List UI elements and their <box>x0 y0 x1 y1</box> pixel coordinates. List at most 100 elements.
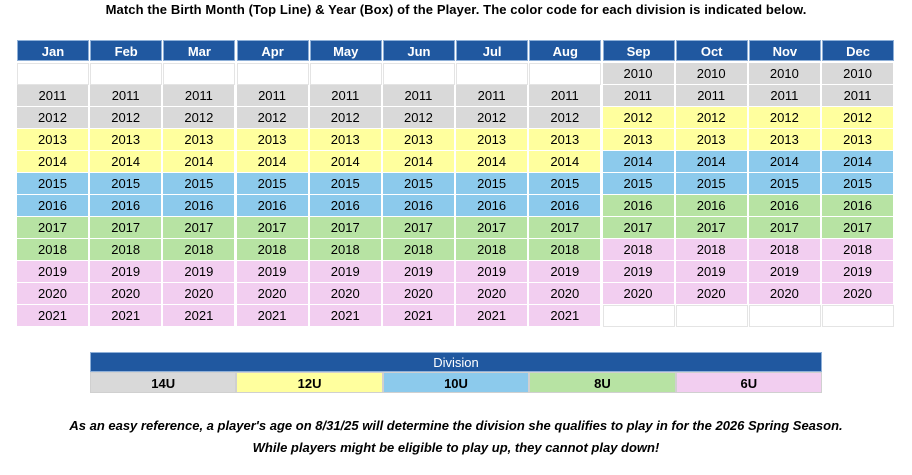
month-header-sep: Sep <box>602 40 675 61</box>
year-cell: 2015 <box>456 173 529 195</box>
empty-cell <box>822 305 895 327</box>
year-cell: 2013 <box>748 129 821 151</box>
division-12u: 12U <box>236 372 383 393</box>
year-cell: 2011 <box>90 85 163 107</box>
year-cell: 2019 <box>90 261 163 283</box>
year-cell: 2011 <box>456 85 529 107</box>
year-cell: 2014 <box>529 151 602 173</box>
year-cell: 2013 <box>90 129 163 151</box>
year-cell: 2014 <box>90 151 163 173</box>
year-cell: 2012 <box>602 107 675 129</box>
year-cell: 2021 <box>90 305 163 327</box>
year-cell: 2010 <box>675 63 748 85</box>
year-cell: 2010 <box>822 63 895 85</box>
year-cell: 2020 <box>382 283 455 305</box>
year-cell: 2011 <box>163 85 236 107</box>
year-cell: 2011 <box>17 85 89 107</box>
year-cell: 2017 <box>163 217 236 239</box>
year-cell: 2015 <box>163 173 236 195</box>
year-cell: 2015 <box>236 173 309 195</box>
year-cell: 2019 <box>17 261 89 283</box>
year-cell: 2021 <box>17 305 89 327</box>
year-cell: 2013 <box>602 129 675 151</box>
year-cell: 2021 <box>456 305 529 327</box>
year-cell: 2012 <box>748 107 821 129</box>
year-cell: 2011 <box>675 85 748 107</box>
year-cell: 2015 <box>675 173 748 195</box>
year-cell: 2019 <box>456 261 529 283</box>
division-legend: Division 14U 12U 10U 8U 6U <box>90 352 823 393</box>
year-cell: 2021 <box>382 305 455 327</box>
year-cell: 2018 <box>748 239 821 261</box>
year-cell: 2015 <box>822 173 895 195</box>
year-cell: 2015 <box>382 173 455 195</box>
year-cell: 2012 <box>382 107 455 129</box>
year-cell: 2012 <box>309 107 382 129</box>
year-cell: 2018 <box>90 239 163 261</box>
year-cell: 2018 <box>529 239 602 261</box>
year-cell: 2018 <box>309 239 382 261</box>
year-cell: 2020 <box>675 283 748 305</box>
year-cell: 2020 <box>529 283 602 305</box>
year-cell: 2011 <box>602 85 675 107</box>
year-cell: 2016 <box>382 195 455 217</box>
year-cell: 2018 <box>675 239 748 261</box>
year-cell: 2016 <box>163 195 236 217</box>
year-cell: 2018 <box>822 239 895 261</box>
year-cell: 2021 <box>309 305 382 327</box>
empty-cell <box>748 305 821 327</box>
division-legend-row: 14U 12U 10U 8U 6U <box>90 372 823 393</box>
division-legend-title: Division <box>90 352 822 372</box>
year-cell: 2020 <box>163 283 236 305</box>
year-cell: 2010 <box>602 63 675 85</box>
year-cell: 2019 <box>382 261 455 283</box>
year-cell: 2014 <box>382 151 455 173</box>
empty-cell <box>90 63 163 85</box>
year-cell: 2012 <box>90 107 163 129</box>
year-cell: 2020 <box>456 283 529 305</box>
division-14u: 14U <box>90 372 237 393</box>
year-cell: 2019 <box>163 261 236 283</box>
year-cell: 2020 <box>309 283 382 305</box>
year-cell: 2020 <box>748 283 821 305</box>
year-cell: 2017 <box>17 217 89 239</box>
year-cell: 2014 <box>602 151 675 173</box>
year-cell: 2019 <box>675 261 748 283</box>
year-cell: 2015 <box>602 173 675 195</box>
year-cell: 2011 <box>748 85 821 107</box>
year-cell: 2017 <box>382 217 455 239</box>
year-cell: 2017 <box>90 217 163 239</box>
year-cell: 2018 <box>163 239 236 261</box>
year-cell: 2019 <box>602 261 675 283</box>
year-cell: 2012 <box>236 107 309 129</box>
year-cell: 2020 <box>602 283 675 305</box>
month-header-oct: Oct <box>675 40 748 61</box>
division-8u: 8U <box>529 372 676 393</box>
month-header-may: May <box>309 40 382 61</box>
year-cell: 2011 <box>529 85 602 107</box>
year-cell: 2013 <box>382 129 455 151</box>
year-cell: 2016 <box>675 195 748 217</box>
year-cell: 2020 <box>822 283 895 305</box>
year-cell: 2021 <box>529 305 602 327</box>
year-cell: 2013 <box>17 129 89 151</box>
year-cell: 2013 <box>529 129 602 151</box>
division-10u: 10U <box>382 372 530 393</box>
empty-cell <box>529 63 602 85</box>
reference-note: As an easy reference, a player's age on … <box>69 418 843 433</box>
empty-cell <box>17 63 89 85</box>
year-cell: 2020 <box>236 283 309 305</box>
year-cell: 2018 <box>456 239 529 261</box>
division-6u: 6U <box>675 372 823 393</box>
year-cell: 2019 <box>822 261 895 283</box>
year-cell: 2010 <box>748 63 821 85</box>
birth-year-grid: Jan Feb Mar Apr May Jun Jul Aug Sep Oct Nov Dec 2010… <box>17 40 895 327</box>
year-cell: 2013 <box>675 129 748 151</box>
year-cell: 2012 <box>675 107 748 129</box>
month-header-jul: Jul <box>456 40 529 61</box>
empty-cell <box>675 305 748 327</box>
year-cell: 2011 <box>382 85 455 107</box>
year-cell: 2012 <box>822 107 895 129</box>
year-cell: 2016 <box>17 195 89 217</box>
year-cell: 2016 <box>90 195 163 217</box>
